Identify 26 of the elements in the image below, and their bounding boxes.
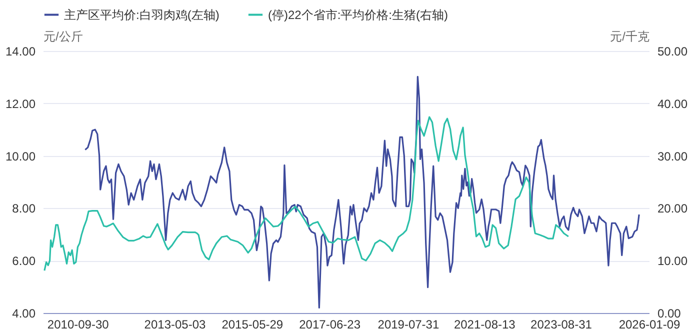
legend-label: (停)22个省市:平均价格:生猪(右轴): [268, 8, 448, 22]
y2-tick-label: 10.00: [658, 254, 688, 268]
x-tick-label: 2026-01-09: [618, 318, 681, 332]
legend-label: 主产区平均价:白羽肉鸡(左轴): [64, 8, 220, 22]
y-tick-label: 8.00: [12, 202, 36, 216]
x-tick-label: 2017-06-23: [299, 318, 361, 332]
line-series: [44, 116, 570, 272]
x-tick-label: 2013-05-03: [144, 318, 206, 332]
y2-tick-label: 30.00: [658, 149, 688, 164]
x-tick-label: 2015-05-29: [222, 318, 284, 332]
x-tick-label: 2019-07-31: [378, 318, 440, 332]
y-tick-label: 12.00: [5, 96, 36, 111]
y-tick-label: 10.00: [5, 149, 36, 164]
y-tick-label: 4.00: [12, 306, 36, 320]
y2-tick-label: 50.00: [658, 44, 688, 58]
y-axis-title: 元/公斤: [44, 30, 83, 44]
x-tick-label: 2021-08-13: [454, 318, 516, 332]
y-tick-label: 14.00: [5, 44, 36, 58]
x-tick-label: 2010-09-30: [47, 318, 110, 332]
y2-tick-label: 20.00: [658, 202, 688, 216]
line-series: [84, 76, 640, 309]
y-tick-label: 6.00: [12, 254, 36, 268]
x-tick-label: 2023-08-31: [530, 318, 592, 332]
y2-tick-label: 40.00: [658, 96, 688, 111]
y2-axis-title: 元/千克: [610, 30, 650, 44]
y2-tick-label: 0.00: [658, 306, 682, 320]
